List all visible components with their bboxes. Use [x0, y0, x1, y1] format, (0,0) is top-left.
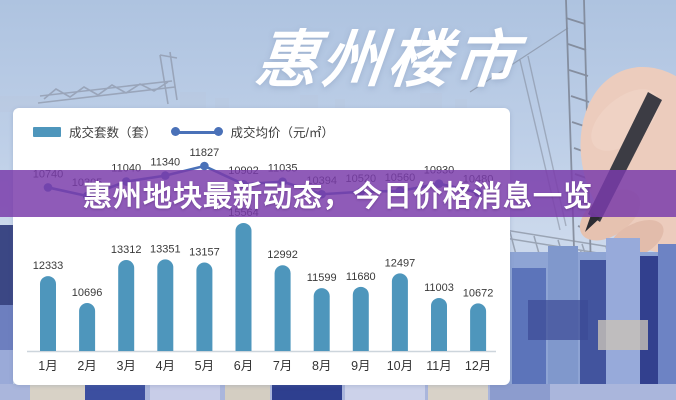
bar-value-label: 12992: [267, 249, 298, 261]
headline-text: 惠州地块最新动态，今日价格消息一览: [82, 180, 593, 213]
month-label: 4月: [156, 359, 175, 373]
bar-value-label: 12497: [385, 257, 416, 269]
month-label: 9月: [351, 359, 370, 373]
bar-value-label: 11680: [346, 271, 376, 283]
city-strip-bottom: [0, 384, 676, 400]
month-label: 3月: [116, 359, 135, 373]
chart-canvas: 123331月106962月133123月133514月131575月15564…: [27, 147, 496, 373]
month-label: 11月: [426, 359, 451, 373]
month-label: 12月: [465, 359, 491, 373]
bar-9月: [352, 286, 369, 351]
bar-10月: [391, 273, 408, 351]
bar-3月: [118, 259, 135, 351]
city-skyline-left: [0, 225, 13, 400]
legend-bar-label: 成交套数（套）: [69, 126, 157, 140]
bar-6月: [235, 222, 252, 351]
month-label: 8月: [312, 359, 331, 373]
month-label: 6月: [234, 359, 253, 373]
headline-banner: 惠州地块最新动态，今日价格消息一览: [0, 170, 676, 217]
bar-8月: [313, 288, 330, 351]
bar-value-label: 10696: [72, 287, 103, 299]
bar-4月: [157, 259, 174, 351]
bar-7月: [274, 265, 291, 351]
bar-5月: [196, 262, 213, 351]
page-title: 惠州楼市: [252, 26, 524, 95]
chart-card: 成交套数（套） 成交均价（元/㎡） 12333 1月 10696 2月 13312 3月 1…: [13, 108, 510, 385]
month-label: 10月: [387, 359, 413, 373]
month-label: 2月: [77, 359, 96, 373]
line-swatch-icon: [170, 127, 223, 137]
bar-12月: [470, 303, 487, 351]
month-label: 7月: [273, 359, 292, 373]
price-value-label: 11827: [190, 147, 220, 159]
month-label: 5月: [195, 359, 214, 373]
legend-item-line: 成交均价（元/㎡）: [170, 122, 334, 141]
bar-value-label: 12333: [33, 260, 64, 272]
bar-value-label: 11003: [424, 282, 454, 294]
bar-swatch-icon: [33, 126, 61, 137]
bar-value-label: 11599: [307, 272, 337, 284]
bar-2月: [79, 302, 96, 351]
legend-line-label: 成交均价（元/㎡）: [230, 126, 334, 140]
bar-1月: [40, 276, 56, 351]
bar-value-label: 13351: [150, 243, 181, 255]
bar-value-label: 13157: [189, 247, 220, 259]
bar-11月: [431, 297, 447, 351]
price-point-5月: [200, 161, 209, 171]
legend-item-bars: 成交套数（套）: [33, 122, 157, 141]
bar-value-label: 10672: [463, 287, 494, 299]
city-skyline-right: [505, 238, 676, 400]
chart-legend: 成交套数（套） 成交均价（元/㎡）: [33, 122, 334, 141]
month-label: 1月: [38, 359, 57, 373]
crane-sketch-left: [37, 51, 178, 105]
price-value-label: 11340: [150, 157, 180, 169]
bar-value-label: 13312: [111, 244, 142, 256]
